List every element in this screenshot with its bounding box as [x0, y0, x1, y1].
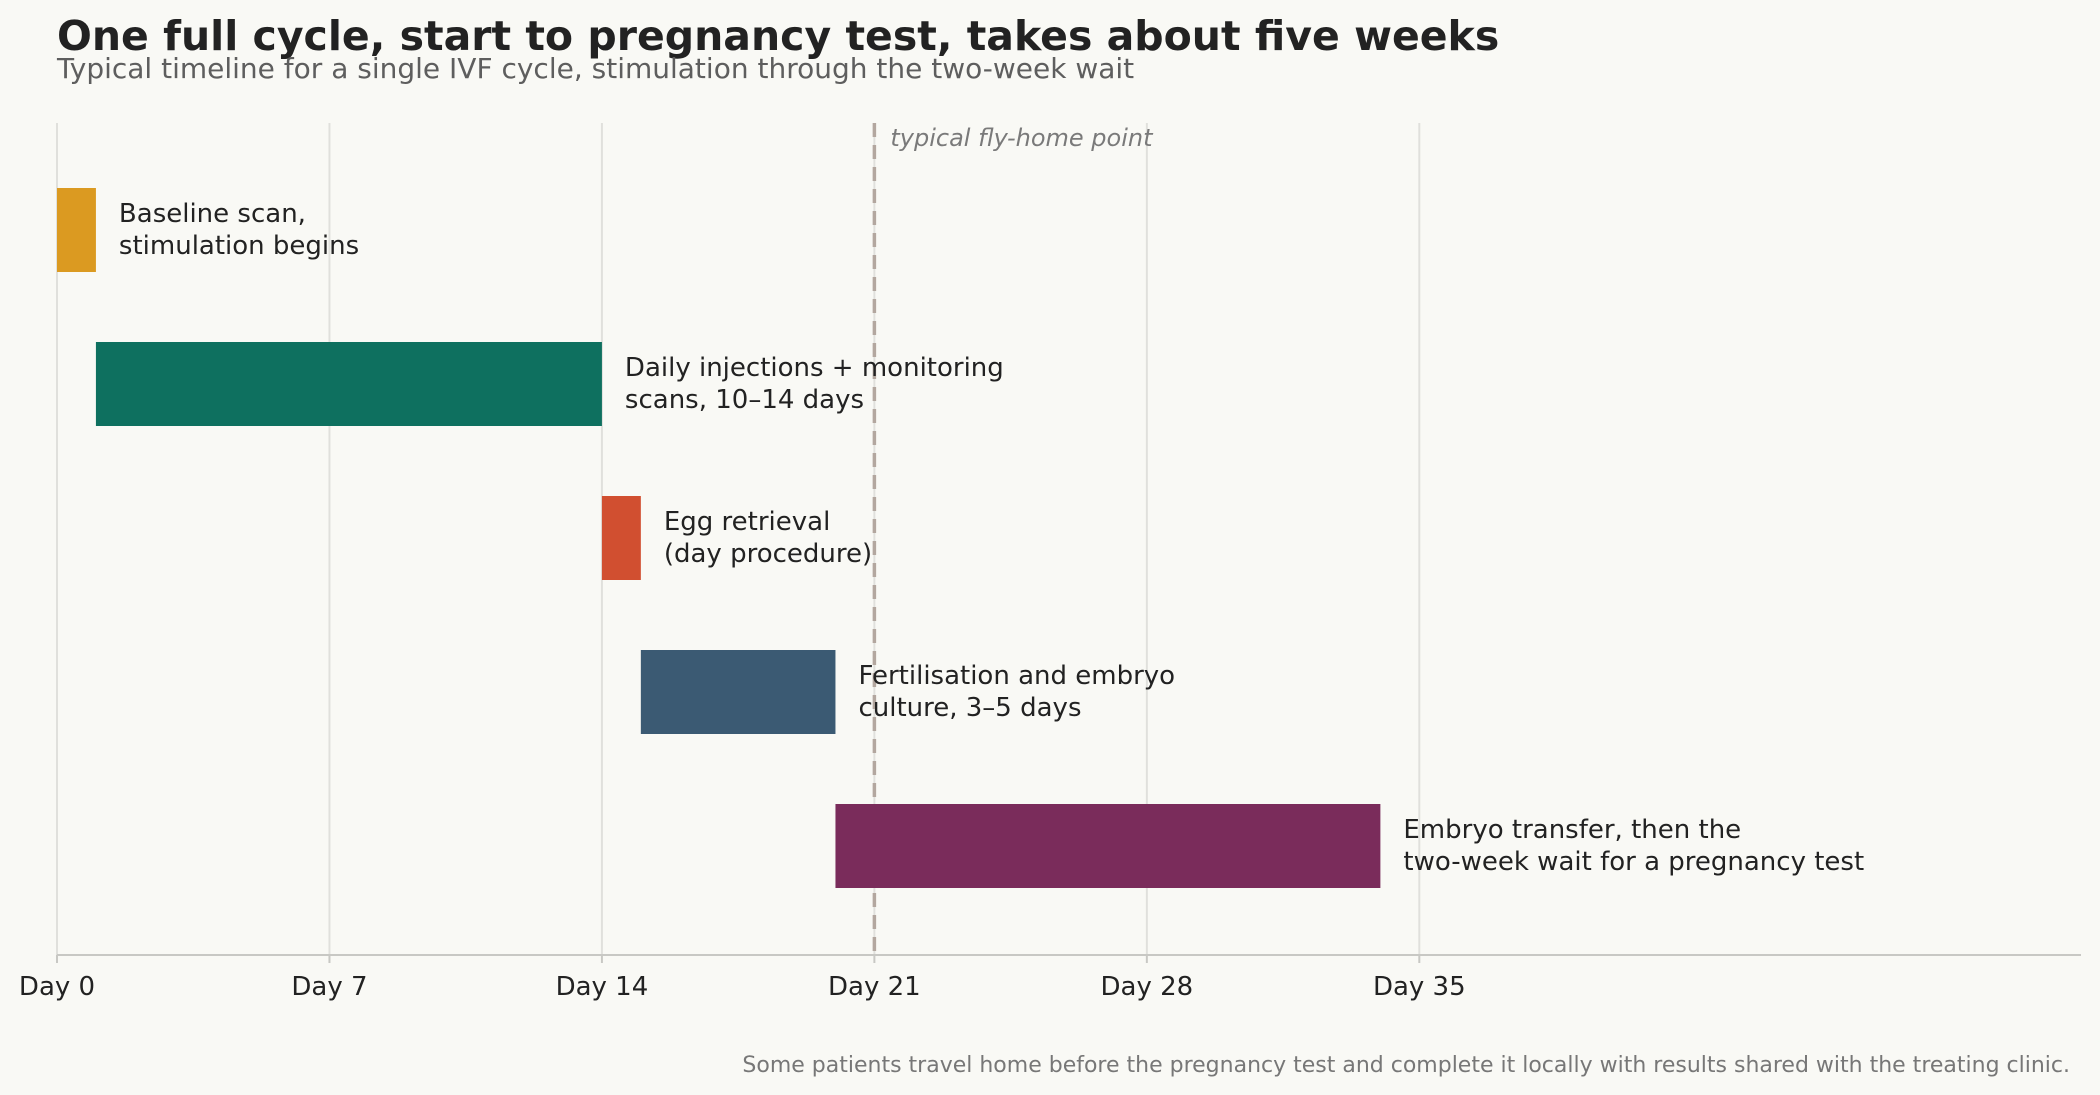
task-label-4-line-1: Fertilisation and embryo [858, 661, 1175, 691]
chart-subtitle: Typical timeline for a single IVF cycle,… [56, 52, 1134, 85]
task-label-5-line-2: two-week wait for a pregnancy test [1403, 847, 1864, 877]
task-bars [57, 188, 1381, 888]
task-bar-5 [835, 804, 1381, 888]
task-bar-3 [601, 496, 641, 580]
task-label-1-line-1: Baseline scan, [119, 199, 306, 229]
x-tick-label-3: Day 21 [828, 972, 921, 1002]
task-label-3-line-1: Egg retrieval [664, 507, 830, 537]
task-label-3-line-2: (day procedure) [664, 539, 872, 569]
task-label-5: Embryo transfer, then the two-week wait f… [1403, 815, 1864, 877]
chart-title: One full cycle, start to pregnancy test,… [57, 12, 1499, 60]
task-labels: Baseline scan, stimulation begins Daily in… [119, 199, 1864, 877]
fly-home-reference-label: typical fly-home point [890, 124, 1154, 152]
x-tick-label-5: Day 35 [1373, 972, 1466, 1002]
task-label-2: Daily injections + monitoring scans, 10–1… [625, 353, 1004, 415]
task-label-1-line-2: stimulation begins [119, 231, 359, 261]
x-axis-ticks: Day 0 Day 7 Day 14 Day 21 Day 28 Day 35 [19, 955, 1466, 1002]
task-bar-2 [95, 342, 602, 426]
x-tick-label-0: Day 0 [19, 972, 95, 1002]
task-bar-1 [57, 188, 96, 272]
task-label-1: Baseline scan, stimulation begins [119, 199, 359, 261]
task-label-4-line-2: culture, 3–5 days [858, 693, 1081, 723]
task-label-2-line-2: scans, 10–14 days [625, 385, 864, 415]
task-label-5-line-1: Embryo transfer, then the [1403, 815, 1741, 845]
x-tick-label-4: Day 28 [1100, 972, 1193, 1002]
task-bar-4 [640, 650, 836, 734]
x-tick-label-2: Day 14 [556, 972, 649, 1002]
x-tick-label-1: Day 7 [291, 972, 367, 1002]
task-label-3: Egg retrieval (day procedure) [664, 507, 872, 569]
task-label-4: Fertilisation and embryo culture, 3–5 day… [858, 661, 1175, 723]
footnote: Some patients travel home before the pre… [742, 1053, 2070, 1078]
task-label-2-line-1: Daily injections + monitoring [625, 353, 1004, 383]
